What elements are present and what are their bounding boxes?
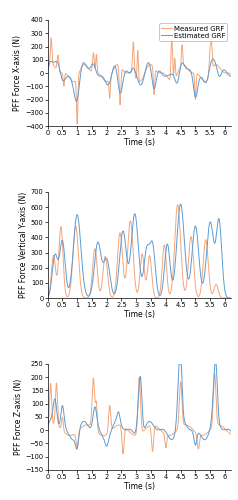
Measured GRF bbox=[78, 429, 81, 435]
Measured GRF bbox=[179, 201, 182, 207]
Estimated GRF bbox=[206, 76, 209, 82]
Estimated GRF bbox=[116, 250, 119, 256]
Y-axis label: PFF Force Vertical Y-axis (N): PFF Force Vertical Y-axis (N) bbox=[19, 192, 28, 298]
X-axis label: Time (s): Time (s) bbox=[124, 138, 155, 146]
Measured GRF bbox=[206, 76, 209, 82]
Line: Estimated GRF: Estimated GRF bbox=[48, 205, 231, 298]
Measured GRF bbox=[67, 431, 70, 437]
Measured GRF bbox=[212, 56, 214, 62]
Estimated GRF bbox=[206, 250, 209, 256]
Estimated GRF bbox=[67, 293, 70, 299]
Estimated GRF bbox=[76, 121, 79, 127]
Legend: Measured GRF, Estimated GRF: Measured GRF, Estimated GRF bbox=[159, 24, 227, 40]
Estimated GRF bbox=[124, 426, 127, 432]
Estimated GRF bbox=[116, 422, 119, 428]
Line: Measured GRF: Measured GRF bbox=[48, 204, 231, 298]
Measured GRF bbox=[178, 361, 180, 367]
Measured GRF bbox=[206, 433, 209, 439]
Line: Estimated GRF: Estimated GRF bbox=[48, 36, 231, 124]
Estimated GRF bbox=[176, 202, 179, 208]
Estimated GRF bbox=[124, 272, 127, 278]
Estimated GRF bbox=[46, 66, 49, 72]
Estimated GRF bbox=[78, 69, 81, 75]
Measured GRF bbox=[67, 74, 70, 80]
Measured GRF bbox=[117, 78, 119, 84]
Estimated GRF bbox=[170, 32, 173, 38]
Estimated GRF bbox=[124, 70, 127, 75]
Measured GRF bbox=[46, 422, 49, 428]
Measured GRF bbox=[117, 409, 119, 415]
Estimated GRF bbox=[122, 451, 124, 457]
Estimated GRF bbox=[78, 428, 81, 434]
Estimated GRF bbox=[46, 294, 49, 300]
Estimated GRF bbox=[67, 74, 70, 80]
Line: Measured GRF: Measured GRF bbox=[48, 59, 231, 101]
Estimated GRF bbox=[229, 72, 232, 78]
Estimated GRF bbox=[226, 428, 229, 434]
Estimated GRF bbox=[229, 431, 232, 437]
Estimated GRF bbox=[78, 266, 81, 272]
Measured GRF bbox=[229, 428, 232, 434]
Measured GRF bbox=[229, 295, 232, 301]
Y-axis label: PFF Force X-axis (N): PFF Force X-axis (N) bbox=[13, 35, 22, 111]
Line: Measured GRF: Measured GRF bbox=[48, 364, 231, 449]
Measured GRF bbox=[116, 274, 119, 280]
Line: Estimated GRF: Estimated GRF bbox=[48, 373, 231, 454]
Measured GRF bbox=[124, 245, 127, 251]
Measured GRF bbox=[46, 64, 49, 70]
Measured GRF bbox=[226, 70, 229, 76]
Measured GRF bbox=[78, 225, 81, 231]
Measured GRF bbox=[46, 294, 49, 300]
Estimated GRF bbox=[226, 70, 229, 76]
Estimated GRF bbox=[67, 432, 70, 438]
Measured GRF bbox=[206, 237, 209, 243]
Estimated GRF bbox=[117, 62, 119, 68]
Measured GRF bbox=[78, 82, 81, 87]
Measured GRF bbox=[67, 284, 70, 290]
Measured GRF bbox=[75, 98, 78, 104]
Estimated GRF bbox=[213, 370, 216, 376]
Measured GRF bbox=[124, 427, 127, 433]
Measured GRF bbox=[124, 68, 127, 74]
Estimated GRF bbox=[46, 424, 49, 430]
Measured GRF bbox=[226, 294, 229, 300]
Estimated GRF bbox=[229, 295, 232, 301]
X-axis label: Time (s): Time (s) bbox=[124, 310, 155, 318]
X-axis label: Time (s): Time (s) bbox=[124, 482, 155, 490]
Measured GRF bbox=[75, 446, 78, 452]
Y-axis label: PFF Force Z-axis (N): PFF Force Z-axis (N) bbox=[14, 379, 23, 455]
Estimated GRF bbox=[206, 430, 209, 436]
Measured GRF bbox=[226, 426, 229, 432]
Measured GRF bbox=[229, 73, 232, 79]
Estimated GRF bbox=[226, 295, 229, 301]
